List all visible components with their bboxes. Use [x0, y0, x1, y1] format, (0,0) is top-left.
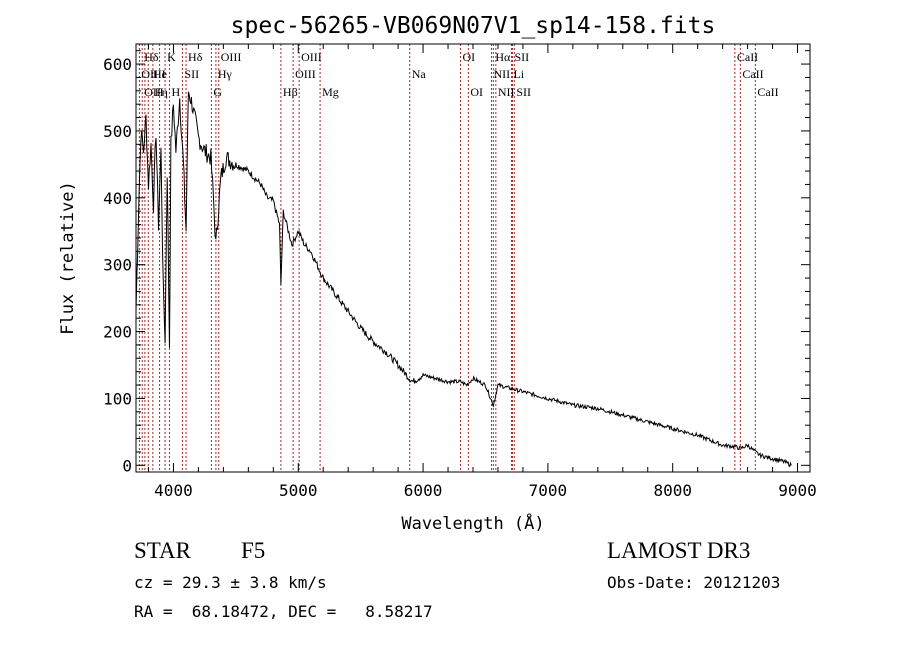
line-label: Hδ [188, 50, 203, 64]
y-tick-label: 200 [103, 323, 132, 342]
redshift-cz: cz = 29.3 ± 3.8 km/s [134, 573, 327, 592]
line-label: Hα [495, 50, 511, 64]
line-label: Hγ [218, 67, 233, 81]
line-label: G [213, 85, 222, 99]
line-label: He [153, 67, 167, 81]
line-label: NII [493, 67, 510, 81]
line-label: K [167, 50, 176, 64]
line-label: OII [141, 67, 158, 81]
line-label: OI [463, 50, 476, 64]
line-label: Hβ [283, 85, 298, 99]
x-tick-label: 9000 [778, 481, 817, 500]
line-label: H [155, 85, 164, 99]
line-label: SII [516, 85, 531, 99]
line-label: Li [513, 67, 524, 81]
x-tick-label: 5000 [279, 481, 318, 500]
line-label: I [162, 67, 166, 81]
object-class: STAR [134, 538, 191, 563]
line-label: CaII [737, 50, 758, 64]
y-tick-label: 400 [103, 189, 132, 208]
x-tick-label: 4000 [154, 481, 193, 500]
obs-date: Obs-Date: 20121203 [607, 573, 781, 592]
y-axis-label: Flux (relative) [58, 181, 78, 335]
y-tick-label: 300 [103, 256, 132, 275]
ra-dec: RA = 68.18472, DEC = 8.58217 [134, 602, 433, 621]
line-label: OII [144, 85, 161, 99]
line-label: H [171, 85, 180, 99]
y-tick-label: 500 [103, 122, 132, 141]
line-label: SII [184, 67, 199, 81]
line-label: OIII [301, 50, 322, 64]
spectrum-line [135, 91, 792, 468]
x-tick-label: 7000 [529, 481, 568, 500]
line-label: OIII [221, 50, 242, 64]
chart-title: spec-56265-VB069N07V1_sp14-158.fits [231, 13, 716, 39]
y-tick-label: 600 [103, 55, 132, 74]
line-label: η [162, 85, 168, 99]
x-axis-label: Wavelength (Å) [401, 512, 544, 534]
x-tick-label: 6000 [404, 481, 443, 500]
line-label: CaII [742, 67, 763, 81]
plot-frame [135, 43, 811, 473]
line-label: Mg [322, 85, 339, 99]
line-label: CaII [757, 85, 778, 99]
line-label: OIII [295, 67, 316, 81]
line-label: SII [514, 50, 529, 64]
line-label: Na [412, 67, 427, 81]
survey-name: LAMOST DR3 [607, 538, 751, 563]
x-tick-label: 8000 [653, 481, 692, 500]
line-label: OI [470, 85, 483, 99]
y-tick-label: 100 [103, 389, 132, 408]
line-label: NII [498, 85, 515, 99]
y-tick-label: 0 [122, 456, 132, 475]
line-label: Hδ [144, 50, 159, 64]
object-subclass: F5 [241, 538, 266, 563]
